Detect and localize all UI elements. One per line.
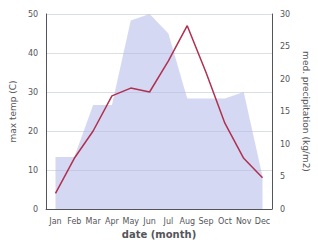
svg-text:Jan: Jan (48, 217, 61, 226)
svg-text:20: 20 (280, 75, 290, 84)
svg-text:30: 30 (280, 10, 290, 19)
svg-text:10: 10 (280, 140, 290, 149)
svg-text:Nov: Nov (236, 217, 252, 226)
svg-text:Dec: Dec (255, 217, 270, 226)
svg-text:Aug: Aug (179, 217, 195, 226)
svg-text:date (month): date (month) (122, 229, 196, 240)
svg-text:Apr: Apr (105, 217, 120, 226)
svg-text:50: 50 (28, 10, 38, 19)
svg-text:40: 40 (28, 49, 38, 58)
svg-text:May: May (122, 217, 139, 226)
svg-text:15: 15 (280, 107, 290, 116)
svg-text:20: 20 (28, 127, 38, 136)
svg-text:Mar: Mar (86, 217, 102, 226)
svg-text:0: 0 (33, 205, 38, 214)
svg-text:Feb: Feb (67, 217, 81, 226)
svg-text:Sep: Sep (199, 217, 214, 226)
svg-text:25: 25 (280, 42, 290, 51)
svg-text:5: 5 (280, 172, 285, 181)
svg-text:max temp (C): max temp (C) (8, 80, 18, 142)
svg-text:10: 10 (28, 166, 38, 175)
svg-text:med. precipitation (kg/m2): med. precipitation (kg/m2) (301, 51, 311, 172)
svg-text:0: 0 (280, 205, 285, 214)
svg-text:Jun: Jun (142, 217, 156, 226)
svg-text:Jul: Jul (163, 217, 174, 226)
svg-text:30: 30 (28, 88, 38, 97)
svg-text:Oct: Oct (218, 217, 232, 226)
